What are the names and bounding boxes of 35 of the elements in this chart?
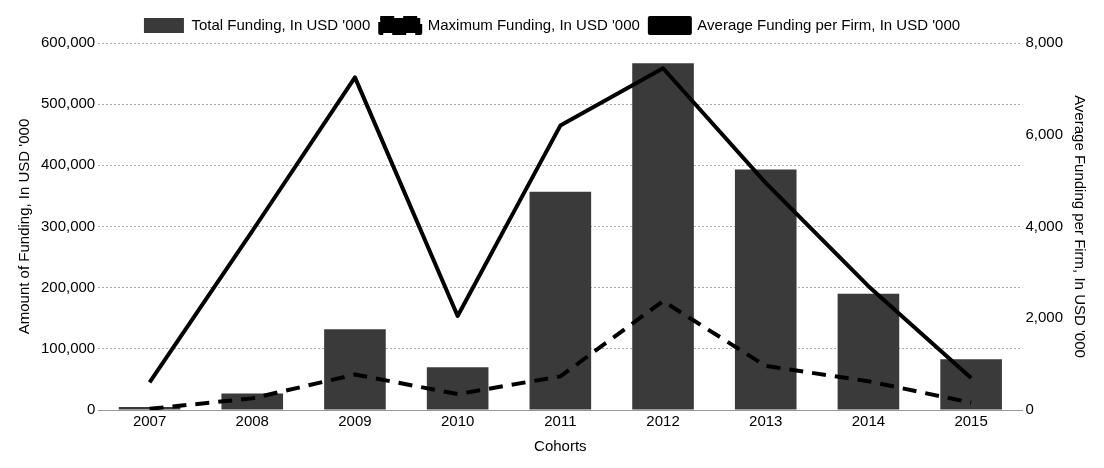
y-tick-label: 400,000 (40, 155, 96, 173)
x-tick-label: 2010 (440, 412, 475, 430)
legend-label: Average Funding per Firm, In USD '000 (697, 15, 961, 33)
x-tick-label: 2012 (646, 412, 680, 430)
x-tick-label: 2007 (132, 412, 167, 430)
bar (632, 63, 694, 410)
bar (734, 169, 797, 410)
bar (324, 329, 386, 410)
x-tick-label: 2008 (235, 412, 269, 430)
y-tick-label: 100,000 (40, 338, 96, 356)
y2-tick-label: 8,000 (1025, 33, 1064, 51)
y2-tick-label: 4,000 (1025, 216, 1064, 234)
line-series (147, 299, 974, 410)
x-tick-label: 2015 (954, 412, 988, 430)
y-tick-label: 600,000 (40, 33, 96, 51)
y2-tick-label: 2,000 (1025, 308, 1064, 326)
legend-label: Maximum Funding, In USD '000 (427, 15, 640, 33)
bar (426, 367, 489, 410)
y-tick-label: 200,000 (40, 277, 96, 295)
x-tick-label: 2011 (544, 412, 577, 430)
y-tick-label: 0 (86, 400, 96, 418)
x-tick-label: 2009 (338, 412, 372, 430)
x-tick-label: 2013 (749, 412, 783, 430)
y-tick-label: 300,000 (40, 216, 96, 234)
y-tick-label: 500,000 (40, 94, 96, 112)
y-axis-title: Amount of Funding, In USD '000 (15, 118, 33, 335)
bar (940, 359, 1002, 410)
legend-label: Total Funding, In USD '000 (191, 15, 371, 33)
y2-axis-title: Average Funding per Firm, In USD '000 (1071, 95, 1089, 358)
bar (529, 191, 592, 410)
x-tick-label: 2014 (851, 412, 886, 430)
x-axis-title: Cohorts (534, 437, 587, 455)
bar (837, 293, 900, 410)
y2-tick-label: 0 (1025, 400, 1034, 418)
y2-tick-label: 6,000 (1025, 124, 1064, 142)
